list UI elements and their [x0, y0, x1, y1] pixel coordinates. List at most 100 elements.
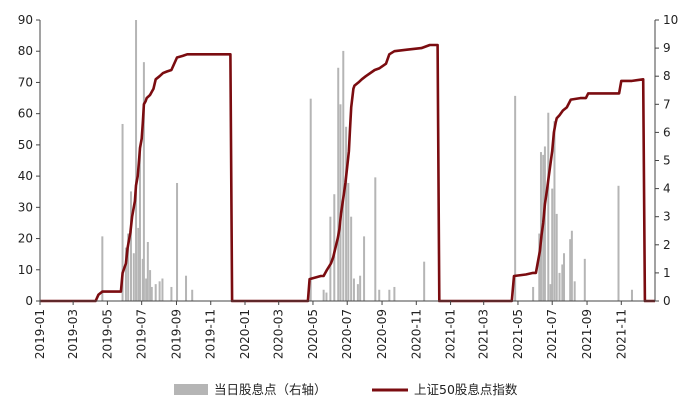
plot-area	[40, 20, 655, 303]
bar	[583, 258, 586, 301]
bar	[551, 188, 554, 301]
x-tick-label: 2019-09	[169, 309, 183, 359]
bar	[158, 281, 161, 301]
bar	[356, 284, 359, 301]
bar	[423, 261, 426, 301]
bar	[337, 67, 340, 302]
bar	[138, 146, 141, 301]
bar	[342, 50, 345, 301]
bar	[352, 278, 355, 301]
bar	[325, 292, 328, 301]
bar	[363, 236, 366, 301]
y-right-tick-label: 0	[663, 294, 671, 308]
bar	[161, 278, 164, 301]
x-tick-label: 2019-07	[135, 309, 149, 359]
y-axis-left: 0 10 20 30 40 50 60 70 80 90	[18, 13, 40, 308]
bar	[532, 286, 535, 301]
bar	[347, 182, 350, 301]
y-left-tick-label: 20	[18, 232, 33, 246]
y-right-tick-label: 2	[663, 238, 671, 252]
bar	[145, 278, 148, 301]
bar	[573, 281, 576, 301]
x-tick-label: 2020-11	[409, 309, 423, 359]
bar	[350, 216, 353, 301]
x-tick-label: 2019-11	[204, 309, 218, 359]
bar	[617, 185, 620, 301]
y-left-tick-label: 50	[18, 138, 33, 152]
x-tick-label: 2019-01	[33, 309, 47, 359]
bar	[176, 182, 179, 301]
bar	[514, 95, 517, 302]
bar	[563, 253, 566, 301]
y-left-tick-label: 80	[18, 44, 33, 58]
y-right-tick-label: 1	[663, 266, 671, 280]
bar	[339, 104, 342, 301]
bar	[141, 258, 144, 301]
y-right-tick-label: 9	[663, 41, 671, 55]
bar	[388, 289, 391, 301]
bar	[124, 247, 127, 301]
bar	[543, 146, 546, 301]
bar	[135, 20, 138, 301]
bar	[149, 270, 152, 301]
x-tick-label: 2020-05	[306, 309, 320, 359]
x-tick-label: 2019-03	[66, 309, 80, 359]
bar	[185, 275, 188, 301]
bar	[154, 284, 157, 301]
bar	[539, 152, 542, 301]
legend-label-bars: 当日股息点（右轴）	[214, 382, 327, 397]
y-right-tick-label: 5	[663, 154, 671, 168]
bar	[127, 233, 130, 301]
y-right-tick-label: 8	[663, 69, 671, 83]
bar	[547, 112, 550, 301]
bar	[569, 239, 572, 301]
y-right-tick-label: 10	[663, 13, 678, 27]
bar	[150, 286, 153, 301]
x-tick-label: 2021-09	[580, 309, 594, 359]
legend-swatch-bars	[174, 384, 208, 395]
x-tick-label: 2021-07	[545, 309, 559, 359]
bar	[329, 216, 332, 301]
x-tick-label: 2021-11	[614, 309, 628, 359]
legend: 当日股息点（右轴） 上证50股息点指数	[174, 382, 518, 397]
bar	[345, 126, 348, 301]
bar	[137, 227, 140, 301]
bar	[393, 286, 396, 301]
bar	[309, 98, 312, 302]
x-tick-label: 2019-05	[100, 309, 114, 359]
bar	[378, 289, 381, 301]
bar	[561, 264, 564, 301]
bar	[132, 253, 135, 301]
y-right-tick-label: 7	[663, 97, 671, 111]
x-tick-label: 2021-05	[511, 309, 525, 359]
y-left-tick-label: 0	[25, 294, 33, 308]
y-left-tick-label: 60	[18, 107, 33, 121]
bar	[146, 241, 149, 301]
x-axis-ticks: 2019-01 2019-03 2019-05 2019-07 2019-09 2019-…	[33, 301, 628, 359]
bar	[101, 236, 104, 301]
bar	[142, 62, 145, 302]
bar	[374, 177, 377, 301]
y-left-tick-label: 40	[18, 169, 33, 183]
bar	[553, 121, 556, 301]
y-axis-right: 0 1 2 3 4 5 6 7 8 9 10	[655, 13, 678, 308]
index-line	[40, 43, 655, 303]
x-tick-label: 2020-07	[340, 309, 354, 359]
bar	[538, 233, 541, 301]
bar	[359, 275, 362, 301]
y-left-tick-label: 70	[18, 75, 33, 89]
y-right-tick-label: 6	[663, 125, 671, 139]
line-series	[40, 43, 655, 303]
bar	[170, 286, 173, 301]
bar	[558, 272, 561, 301]
y-right-tick-label: 4	[663, 182, 671, 196]
y-right-tick-label: 3	[663, 210, 671, 224]
y-left-tick-label: 30	[18, 200, 33, 214]
bar	[570, 230, 573, 301]
y-left-tick-label: 90	[18, 13, 33, 27]
y-left-tick-label: 10	[18, 263, 33, 277]
bar	[121, 123, 124, 301]
x-tick-label: 2021-01	[444, 309, 458, 359]
bar	[549, 284, 552, 301]
